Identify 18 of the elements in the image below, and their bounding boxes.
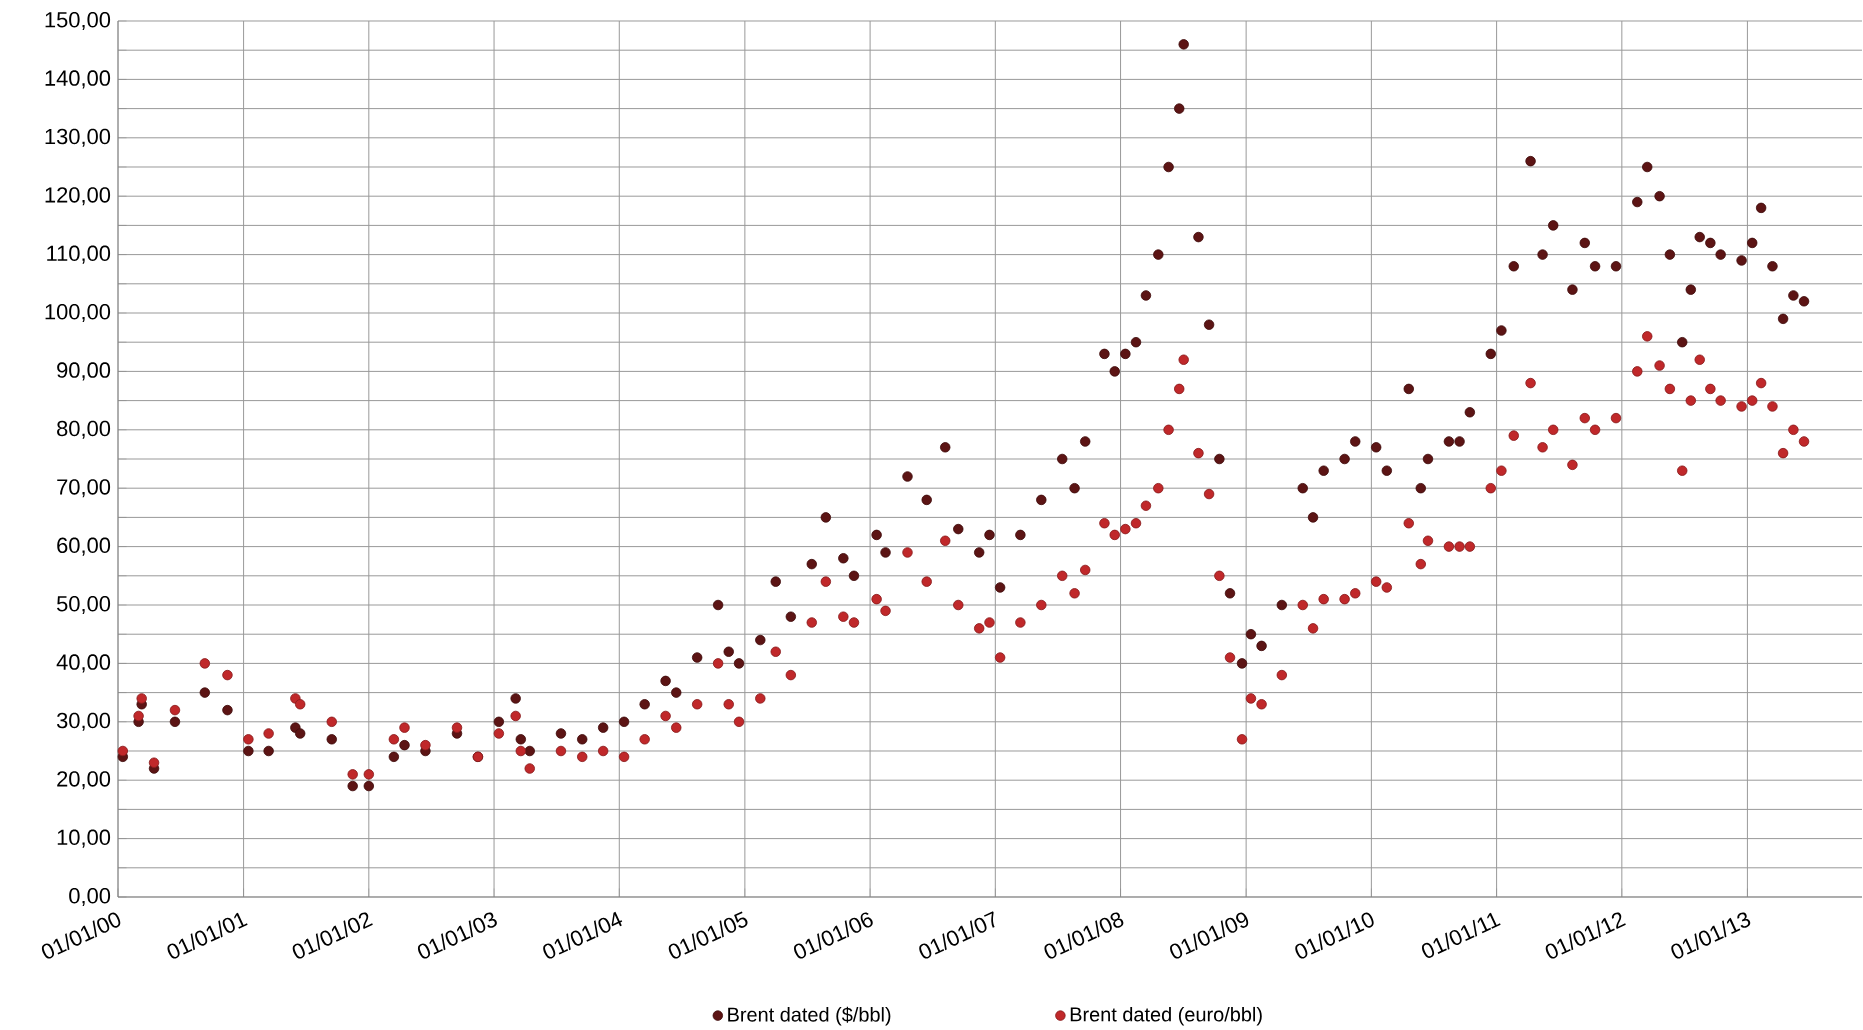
y-tick-label: 130,00 — [45, 128, 111, 147]
y-tick-label: 10,00 — [57, 829, 111, 848]
y-tick-label: 50,00 — [57, 595, 111, 614]
y-tick-label: 80,00 — [57, 420, 111, 439]
y-tick-label: 30,00 — [56, 712, 111, 731]
y-tick-label: 40,00 — [56, 654, 111, 673]
y-tick-label: 20,00 — [57, 770, 111, 790]
y-tick-label: 0,00 — [69, 887, 111, 906]
y-tick-label: 120,00 — [45, 186, 111, 206]
y-tick-label: 60,00 — [57, 537, 111, 556]
y-tick-label: 150,00 — [45, 11, 111, 30]
legend-label: Brent dated ($/bbl) — [728, 1006, 891, 1026]
y-tick-label: 140,00 — [45, 70, 111, 89]
y-tick-label: 70,00 — [57, 478, 111, 498]
legend-label: Brent dated (euro/bbl) — [1070, 1006, 1262, 1026]
y-tick-label: 110,00 — [47, 245, 111, 264]
y-tick-label: 100,00 — [45, 303, 111, 322]
y-tick-label: 90,00 — [57, 362, 111, 381]
